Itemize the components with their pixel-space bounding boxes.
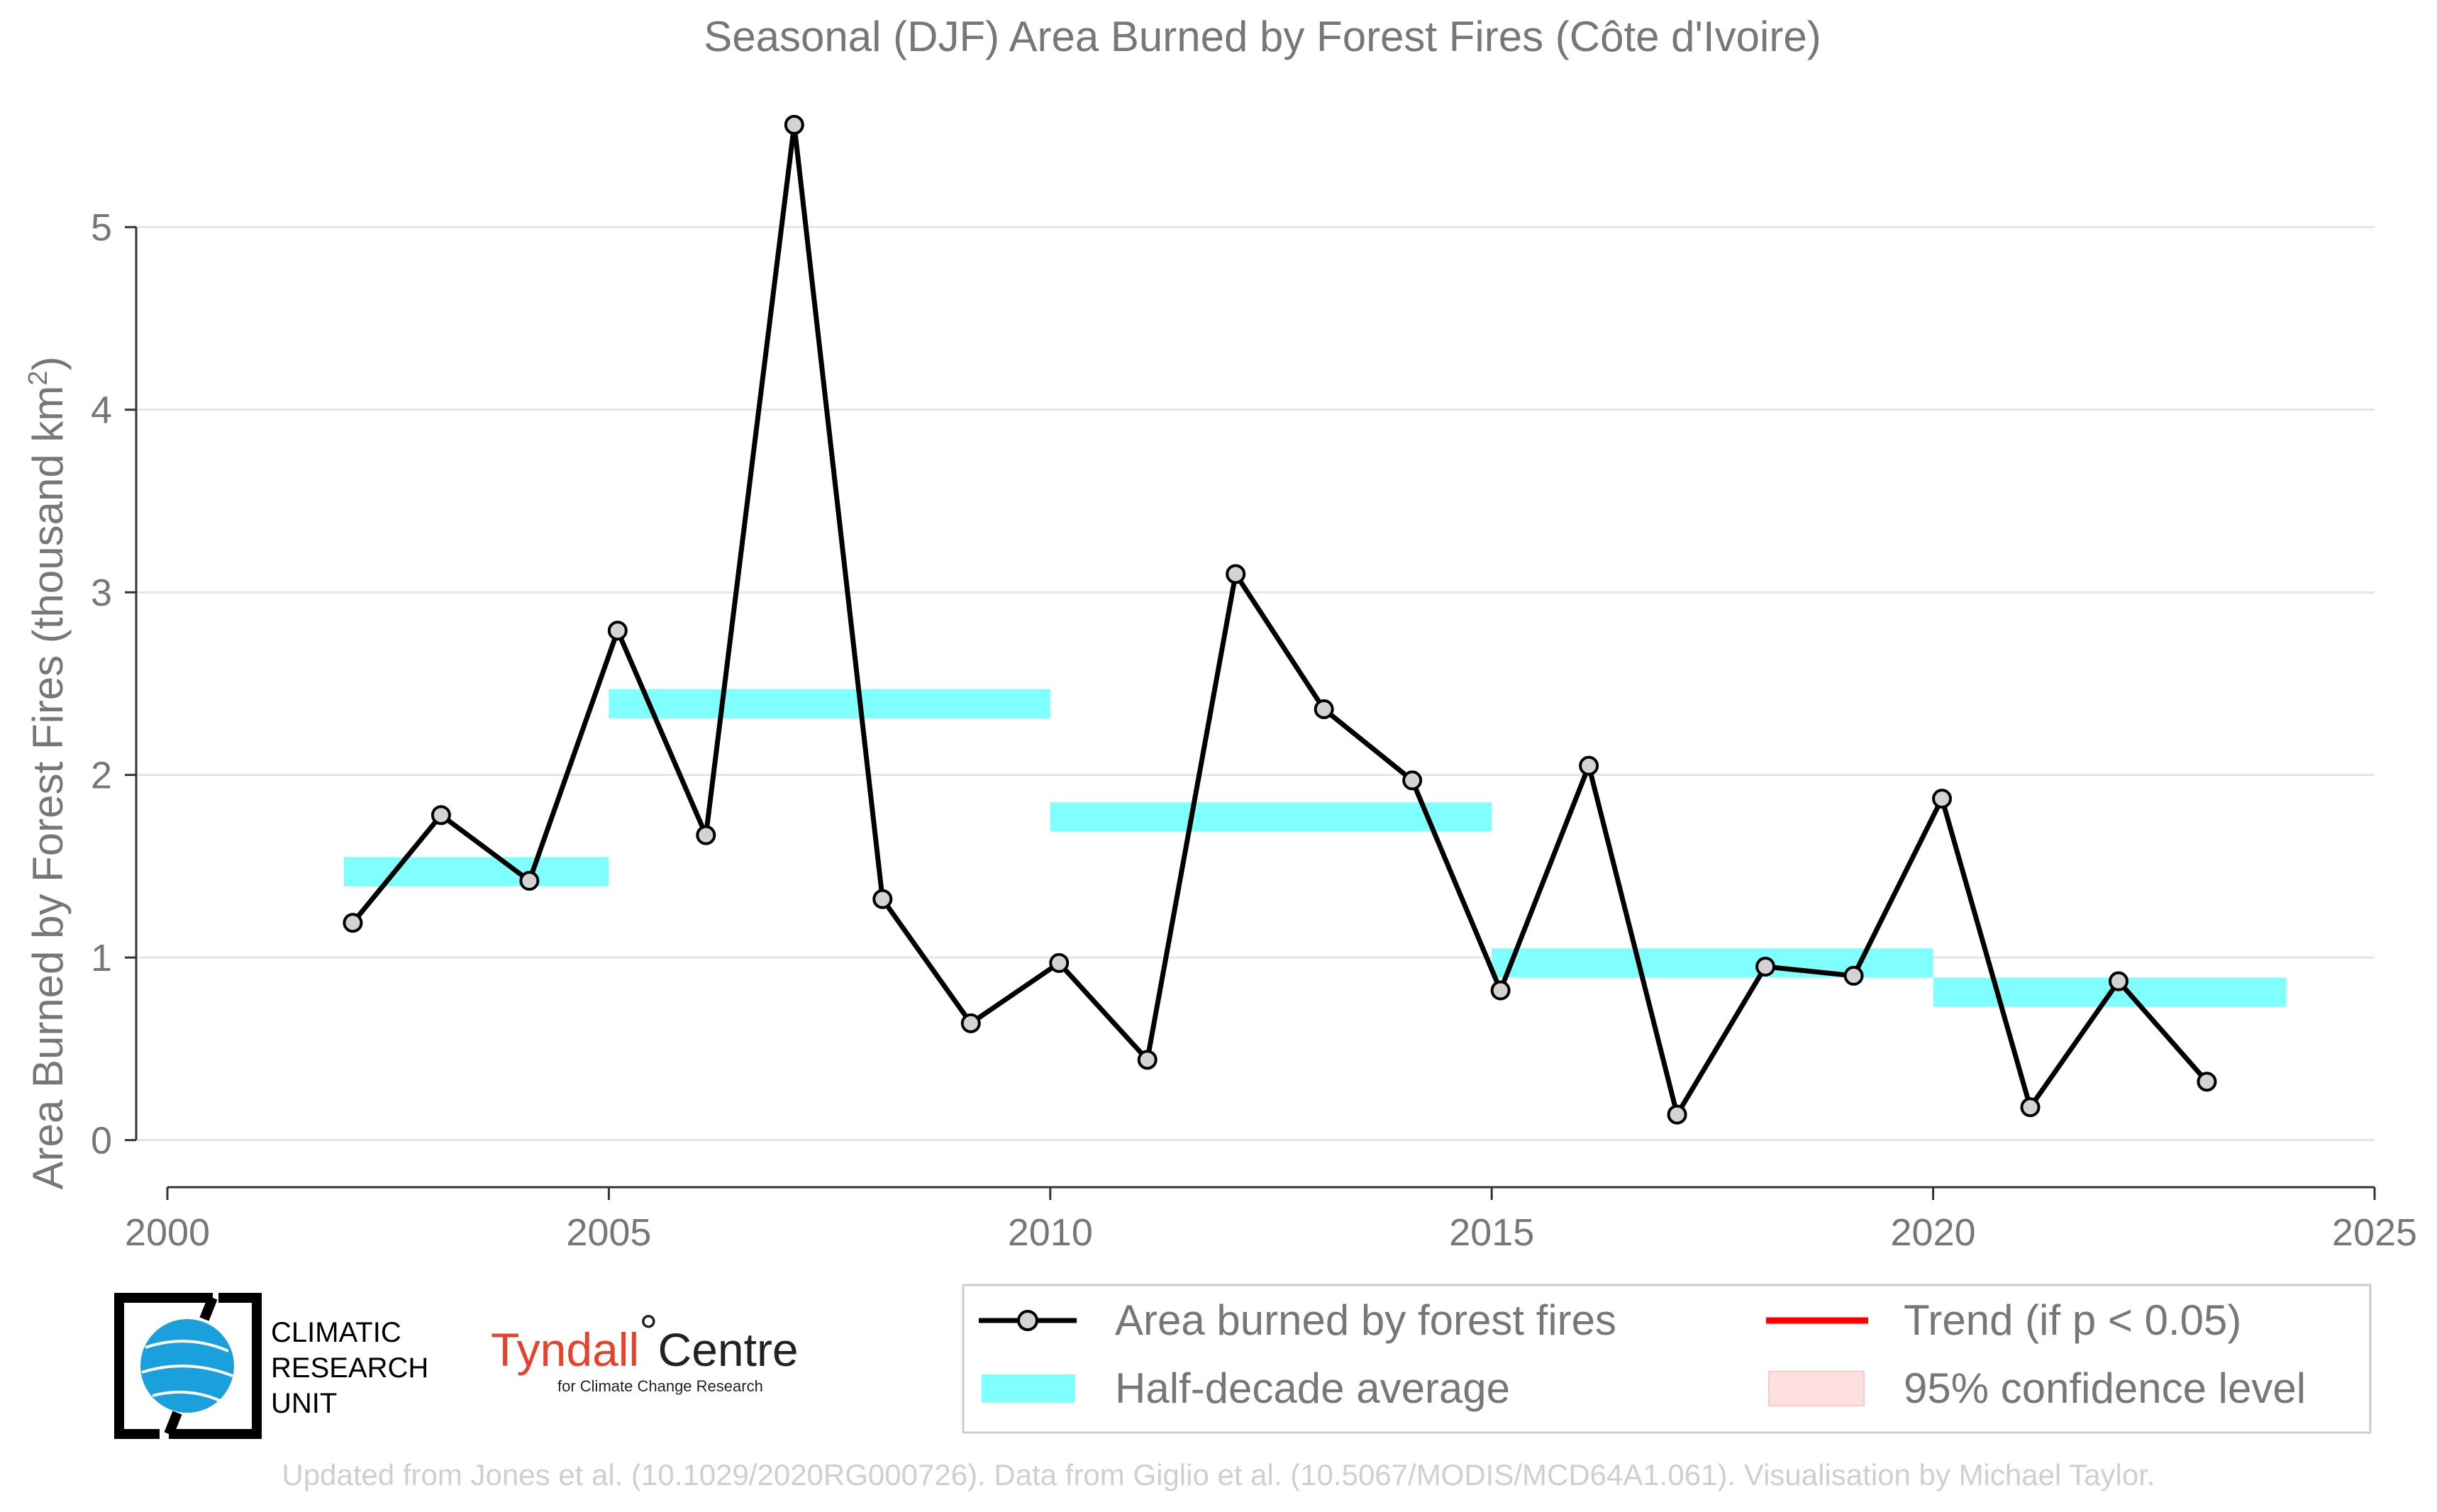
legend-label-trend: Trend (if p < 0.05) — [1904, 1296, 2241, 1344]
data-point-2 — [431, 805, 451, 826]
x-tick-label-2010: 2010 — [1008, 1211, 1093, 1254]
legend-swatch-half-decade — [982, 1374, 1075, 1403]
data-point-16 — [1667, 1104, 1687, 1125]
data-point-18 — [1843, 965, 1864, 986]
x-tick-label-2005: 2005 — [566, 1211, 651, 1254]
tyndall-wordmark: Tyndall°Centre — [491, 1305, 799, 1376]
legend-marker-area-burned — [1017, 1310, 1038, 1331]
legend-swatch-confidence — [1768, 1371, 1865, 1406]
chart-title: Seasonal (DJF) Area Burned by Forest Fir… — [704, 13, 1821, 60]
x-tick-label-2000: 2000 — [125, 1211, 210, 1254]
cru-logo: CLIMATIC RESEARCH UNIT — [114, 1293, 428, 1439]
data-point-15 — [1579, 755, 1599, 776]
data-point-10 — [1137, 1050, 1158, 1070]
legend-label-area-burned: Area burned by forest fires — [1115, 1296, 1616, 1344]
cru-logo-slash-top — [199, 1296, 218, 1321]
data-point-19 — [1932, 789, 1953, 809]
y-tick-label-4: 4 — [91, 389, 112, 432]
legend-label-confidence: 95% confidence level — [1904, 1364, 2306, 1412]
data-point-20 — [2020, 1097, 2041, 1118]
x-tick-label-2015: 2015 — [1449, 1211, 1534, 1254]
series-line — [350, 122, 2209, 1118]
data-point-11 — [1226, 564, 1246, 584]
gridlines — [136, 226, 2375, 1142]
footer-credit: Updated from Jones et al. (10.1029/2020R… — [282, 1458, 2155, 1491]
y-axis-label: Area Burned by Forest Fires (thousand km… — [23, 357, 72, 1190]
x-tick-label-2020: 2020 — [1891, 1211, 1976, 1254]
cru-logo-slash-bottom — [164, 1411, 182, 1436]
data-point-9 — [1049, 952, 1070, 973]
data-point-21 — [2109, 971, 2129, 991]
data-point-14 — [1490, 980, 1511, 1001]
half-decade-band-3 — [1050, 802, 1492, 832]
tyndall-logo: Tyndall°Centre for Climate Change Resear… — [491, 1305, 799, 1395]
x-tick-label-2025: 2025 — [2332, 1211, 2417, 1254]
cru-logo-line-1: CLIMATIC — [271, 1317, 401, 1348]
data-point-17 — [1755, 957, 1776, 977]
cru-logo-line-2: RESEARCH — [271, 1352, 428, 1384]
cru-logo-line-3: UNIT — [271, 1388, 337, 1419]
y-axis: 0 1 2 3 4 5 — [91, 206, 138, 1162]
y-tick-label-1: 1 — [91, 937, 112, 979]
data-point-4 — [607, 621, 628, 641]
tyndall-subtitle: for Climate Change Research — [557, 1377, 763, 1395]
data-point-13 — [1402, 770, 1423, 791]
y-tick-label-5: 5 — [91, 206, 112, 249]
x-axis: 2000 2005 2010 2015 2020 2025 — [125, 1186, 2417, 1254]
data-point-5 — [696, 825, 716, 845]
data-point-22 — [2197, 1072, 2217, 1092]
y-tick-label-2: 2 — [91, 755, 112, 797]
data-point-1 — [343, 913, 363, 933]
series-area-burned — [343, 115, 2217, 1125]
legend-label-half-decade: Half-decade average — [1115, 1364, 1510, 1412]
legend-box — [962, 1284, 2372, 1434]
legend: Area burned by forest fires Trend (if p … — [962, 1284, 2372, 1434]
half-decade-band-2 — [609, 689, 1050, 718]
cru-logo-frame — [114, 1293, 262, 1439]
data-point-12 — [1314, 699, 1334, 719]
globe-icon-lines — [141, 1340, 233, 1402]
half-decade-bands — [343, 689, 2287, 1007]
data-point-7 — [872, 889, 893, 909]
data-point-6 — [784, 115, 804, 135]
y-tick-label-3: 3 — [91, 572, 112, 614]
y-tick-label-0: 0 — [91, 1120, 112, 1162]
data-point-3 — [519, 871, 540, 891]
data-point-8 — [960, 1013, 981, 1033]
